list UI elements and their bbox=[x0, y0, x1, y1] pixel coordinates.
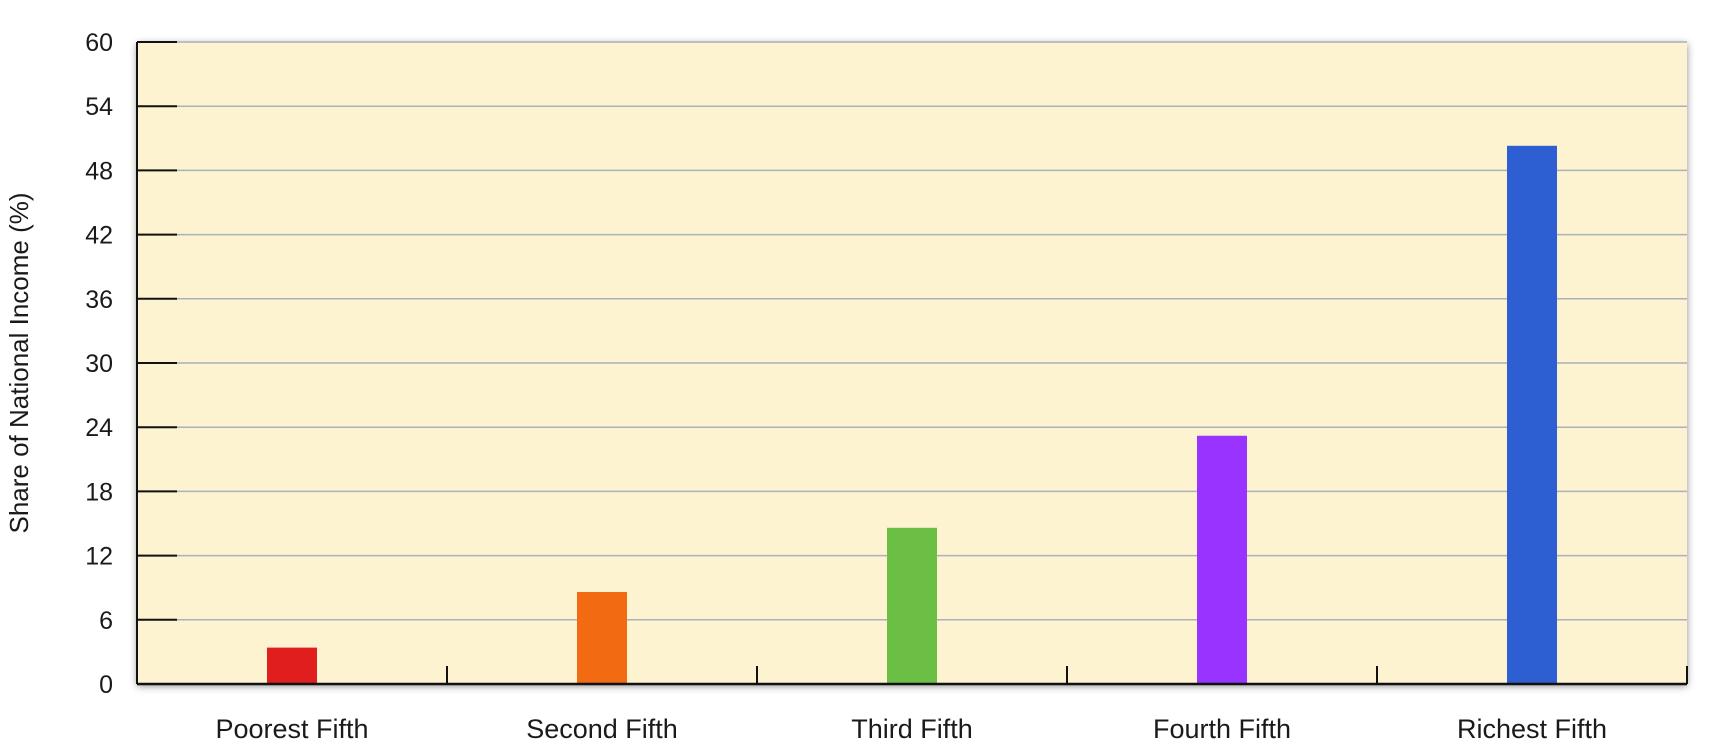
y-tick-label: 48 bbox=[85, 157, 113, 185]
y-axis-title: Share of National Income (%) bbox=[4, 192, 34, 533]
bar-fourth-fifth bbox=[1197, 435, 1247, 684]
tick-labels: 0 6 12 18 24 30 36 42 48 54 60 Poorest Fifth Second … bbox=[85, 29, 1607, 744]
bar-poorest-fifth bbox=[267, 647, 317, 684]
bar-second-fifth bbox=[577, 591, 627, 684]
x-tick-label: Third Fifth bbox=[851, 714, 973, 744]
bar-richest-fifth bbox=[1507, 145, 1557, 685]
bars bbox=[267, 145, 1557, 685]
y-tick-label: 12 bbox=[85, 543, 113, 571]
y-tick-label: 6 bbox=[99, 607, 113, 635]
axes bbox=[136, 41, 1688, 686]
y-tick-label: 30 bbox=[85, 350, 113, 378]
y-tick-label: 36 bbox=[85, 286, 113, 314]
x-tick-label: Richest Fifth bbox=[1457, 714, 1607, 744]
y-tick-label: 24 bbox=[85, 414, 113, 442]
y-tick-label: 18 bbox=[85, 478, 113, 506]
x-tick-label: Poorest Fifth bbox=[215, 714, 368, 744]
x-tick-label: Fourth Fifth bbox=[1153, 714, 1291, 744]
y-tick-label: 42 bbox=[85, 222, 113, 250]
y-tick-label: 60 bbox=[85, 29, 113, 57]
bar-third-fifth bbox=[887, 527, 937, 684]
y-tick-label: 54 bbox=[85, 93, 113, 121]
y-tick-label: 0 bbox=[99, 671, 113, 699]
x-tick-label: Second Fifth bbox=[526, 714, 678, 744]
